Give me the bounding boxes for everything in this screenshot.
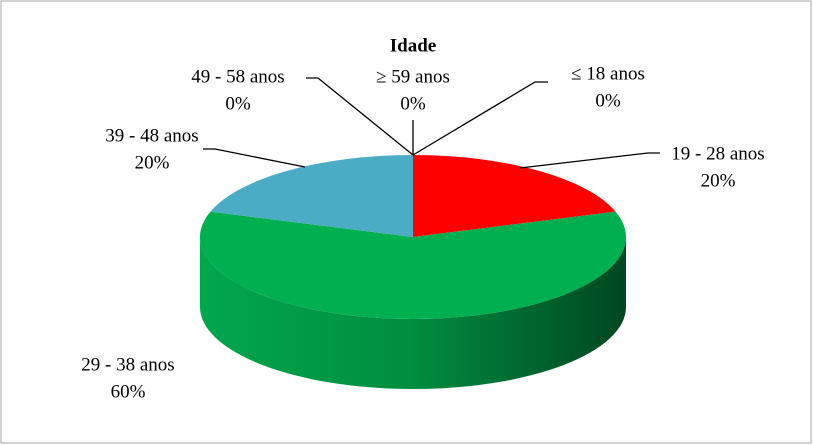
slice [413, 155, 616, 237]
slice-label: 39 - 48 anos [105, 125, 198, 146]
slice [199, 211, 626, 320]
side-shade [200, 237, 626, 389]
slice-label: 19 - 28 anos [671, 143, 764, 164]
leader-line [306, 77, 414, 156]
leader-line [203, 148, 306, 168]
slice-value: 60% [111, 381, 146, 402]
slice-value: 20% [701, 170, 736, 191]
chart-title: Idade [390, 35, 436, 56]
slice-label: ≥ 59 anos [376, 66, 450, 87]
slice-label: 29 - 38 anos [81, 354, 174, 375]
slice-value: 20% [135, 152, 170, 173]
slice-label: ≤ 18 anos [571, 63, 645, 84]
slice-value: 0% [225, 93, 251, 114]
slice [210, 155, 413, 237]
leader-line [519, 152, 660, 169]
slice-label: 49 - 58 anos [191, 66, 284, 87]
slice-value: 0% [595, 90, 621, 111]
leader-line [412, 81, 548, 156]
slice-value: 0% [400, 93, 426, 114]
